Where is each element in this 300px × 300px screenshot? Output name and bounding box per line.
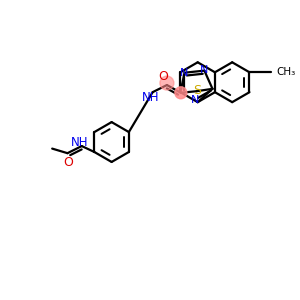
Circle shape — [160, 76, 174, 90]
Text: O: O — [158, 70, 168, 83]
Text: N: N — [190, 95, 199, 105]
Text: N: N — [200, 64, 208, 75]
Text: NH: NH — [71, 136, 88, 148]
Circle shape — [175, 87, 187, 99]
Text: S: S — [193, 84, 201, 97]
Text: CH₃: CH₃ — [276, 67, 296, 77]
Text: NH: NH — [142, 91, 159, 104]
Text: O: O — [64, 156, 74, 169]
Text: N: N — [180, 68, 189, 78]
